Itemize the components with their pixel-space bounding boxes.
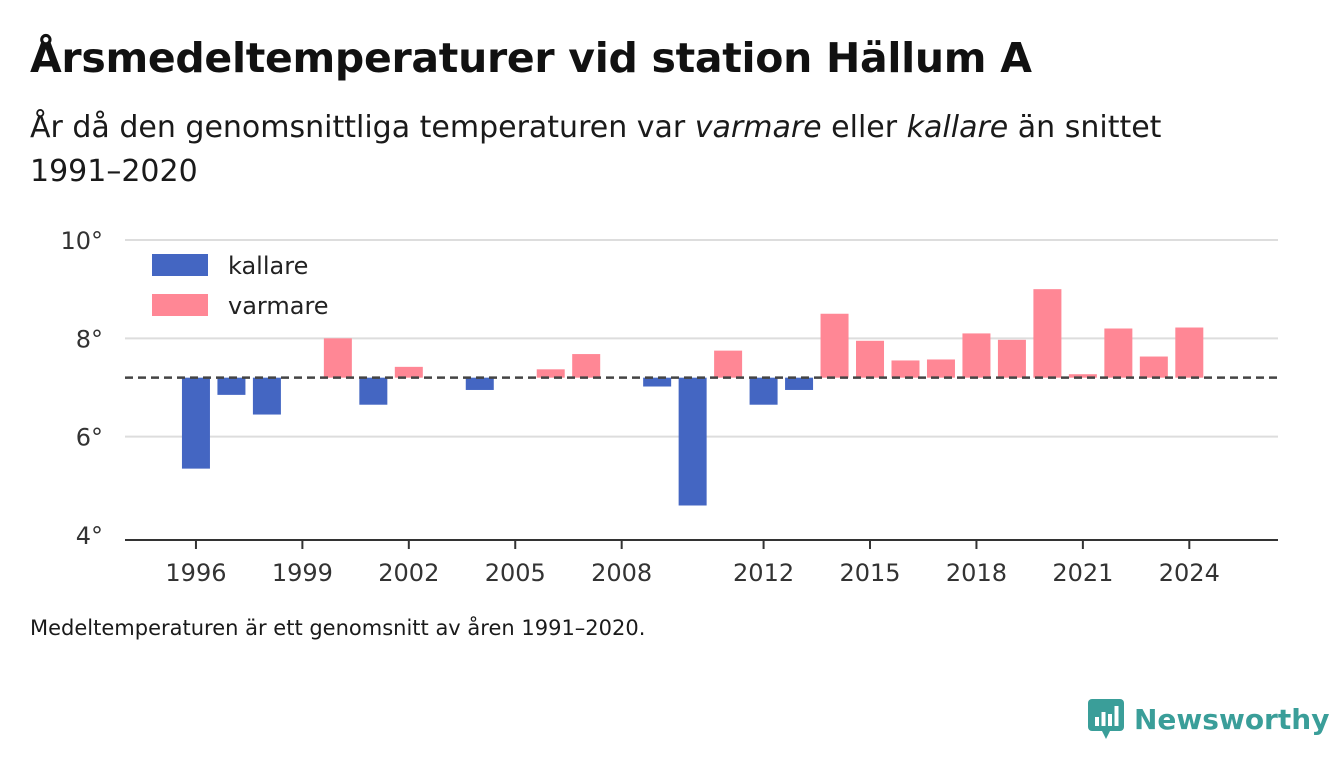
bar-2022 bbox=[1104, 328, 1133, 378]
legend-label-cold: kallare bbox=[228, 252, 308, 280]
bar-2007 bbox=[572, 354, 601, 378]
bar-2004 bbox=[465, 377, 494, 390]
brand-logo: Newsworthy bbox=[1088, 697, 1329, 741]
legend-label-warm: varmare bbox=[228, 292, 329, 320]
subtitle-cold-word: kallare bbox=[906, 110, 1009, 145]
y-tick-label: 8° bbox=[76, 325, 103, 353]
bar-2014 bbox=[820, 313, 849, 378]
x-tick-label: 2018 bbox=[946, 559, 1007, 587]
bar-1998 bbox=[252, 377, 281, 415]
bar-2016 bbox=[891, 360, 920, 378]
x-tick-label: 2005 bbox=[485, 559, 546, 587]
bar-1996 bbox=[181, 377, 210, 469]
newsworthy-logo-icon bbox=[1088, 699, 1124, 739]
bar-2012 bbox=[749, 377, 778, 405]
x-tick-label: 2024 bbox=[1159, 559, 1220, 587]
legend-swatch-cold bbox=[152, 254, 208, 276]
bar-2010 bbox=[678, 377, 707, 506]
footnote: Medeltemperaturen är ett genomsnitt av å… bbox=[30, 616, 646, 640]
bar-2023 bbox=[1139, 356, 1168, 378]
y-tick-label: 6° bbox=[76, 424, 103, 452]
bar-1997 bbox=[217, 377, 246, 395]
bar-2006 bbox=[536, 369, 565, 378]
y-tick-label: 10° bbox=[60, 227, 103, 255]
bar-2024 bbox=[1175, 327, 1204, 378]
x-tick-label: 1996 bbox=[165, 559, 226, 587]
bar-2009 bbox=[643, 377, 672, 387]
brand-name: Newsworthy bbox=[1134, 702, 1330, 736]
bar-2018 bbox=[962, 333, 991, 378]
bar-2019 bbox=[997, 339, 1026, 378]
chart-title: Årsmedeltemperaturer vid station Hällum … bbox=[30, 34, 1032, 82]
chart-subtitle: År då den genomsnittliga temperaturen va… bbox=[30, 106, 1230, 194]
subtitle-text-end: än snittet 1991–2020 bbox=[30, 110, 1162, 189]
x-tick-label: 1999 bbox=[272, 559, 333, 587]
x-tick-label: 2012 bbox=[733, 559, 794, 587]
bar-2013 bbox=[785, 377, 814, 390]
x-tick-label: 2021 bbox=[1052, 559, 1113, 587]
bar-2011 bbox=[714, 350, 743, 378]
x-tick-label: 2008 bbox=[591, 559, 652, 587]
y-tick-label: 4° bbox=[76, 522, 103, 550]
bar-2015 bbox=[856, 340, 885, 378]
x-tick-label: 2015 bbox=[839, 559, 900, 587]
bar-2000 bbox=[323, 338, 352, 378]
bar-2020 bbox=[1033, 289, 1062, 378]
subtitle-warm-word: varmare bbox=[694, 110, 822, 145]
bar-2017 bbox=[926, 359, 955, 378]
x-tick-label: 2002 bbox=[378, 559, 439, 587]
legend-swatch-warm bbox=[152, 294, 208, 316]
bar-2002 bbox=[394, 366, 423, 378]
temperature-bar-chart: 4° 6° 8° 10° 1996 1999 2002 2005 2008 2012 2015 201… bbox=[60, 227, 1278, 587]
bar-2021 bbox=[1068, 374, 1097, 378]
subtitle-text-middle: eller bbox=[821, 110, 907, 145]
subtitle-text-start: År då den genomsnittliga temperaturen va… bbox=[30, 110, 695, 145]
bar-2001 bbox=[359, 377, 388, 405]
